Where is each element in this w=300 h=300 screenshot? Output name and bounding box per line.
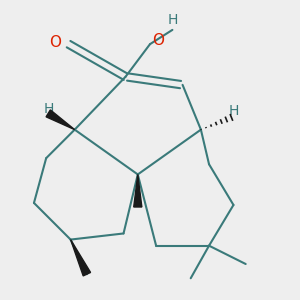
Text: H: H — [44, 102, 54, 116]
Text: O: O — [49, 34, 61, 50]
Text: H: H — [228, 103, 239, 118]
Text: O: O — [152, 33, 164, 48]
Polygon shape — [46, 110, 75, 130]
Polygon shape — [70, 240, 91, 276]
Text: H: H — [167, 13, 178, 27]
Polygon shape — [134, 174, 142, 207]
